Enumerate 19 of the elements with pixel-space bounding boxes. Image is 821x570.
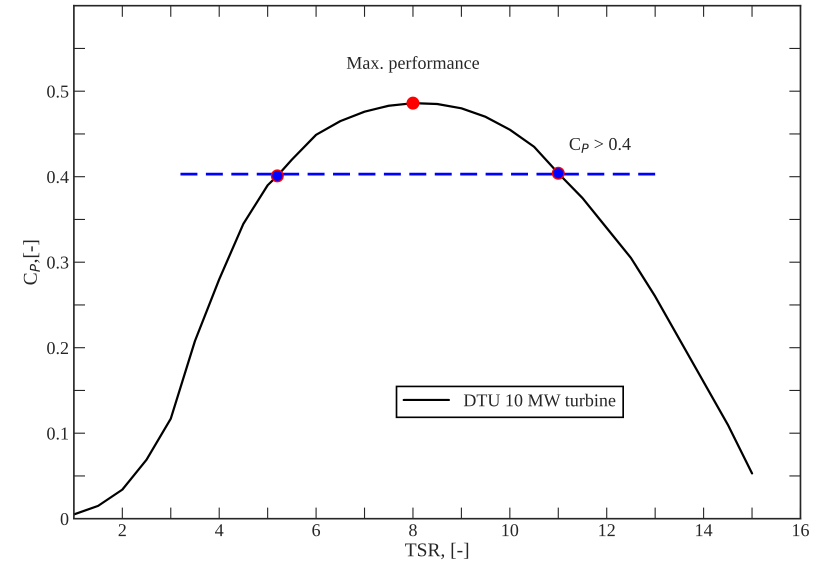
y-tick-label: 0.2: [47, 342, 68, 354]
x-tick-label: 14: [696, 524, 712, 536]
y-axis-title: C$_{P}$,[-]: [23, 240, 40, 285]
x-tick-label: 10: [502, 524, 518, 536]
legend-label: DTU 10 MW turbine: [464, 394, 616, 407]
x-tick-label: 12: [599, 524, 615, 536]
y-tick-label: 0.3: [47, 256, 68, 269]
x-tick-label: 16: [793, 524, 809, 536]
x-axis-title: TSR, [-]: [405, 542, 468, 560]
annotation: C$_{P}$ > 0.4: [570, 138, 631, 153]
y-tick-label: 0.4: [47, 170, 69, 184]
x-tick-label: 6: [312, 524, 320, 536]
annotation: Max. performance: [346, 56, 480, 73]
y-tick-label: 0.5: [47, 85, 68, 98]
y-tick-label: 0.1: [47, 427, 68, 440]
x-tick-label: 4: [215, 524, 224, 536]
y-tick-label: 0: [60, 512, 68, 526]
x-tick-label: 8: [409, 524, 417, 536]
x-tick-label: 2: [118, 524, 126, 536]
